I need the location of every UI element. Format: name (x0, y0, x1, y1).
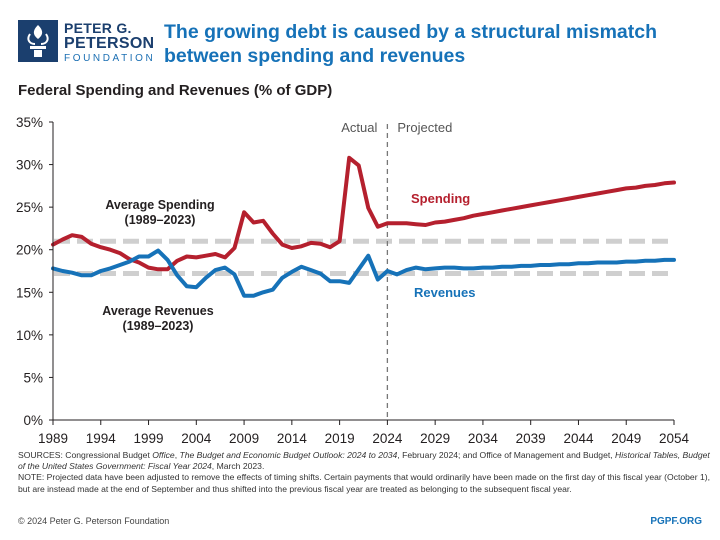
projected-label: Projected (397, 120, 452, 135)
pgpf-logo[interactable]: PETER G. PETERSON FOUNDATION (18, 18, 160, 64)
y-tick-label: 5% (23, 370, 43, 385)
y-tick-label: 0% (23, 413, 43, 428)
sources-note: SOURCES: Congressional Budget Office, Th… (18, 450, 710, 495)
sources-mid: , February 2024; and Office of Managemen… (397, 450, 616, 460)
avg-revenues-label-line1: Average Revenues (102, 304, 213, 318)
x-tick-label: 2034 (468, 431, 499, 446)
y-tick-label: 10% (16, 328, 43, 343)
page-title: The growing debt is caused by a structur… (164, 21, 658, 67)
x-tick-label: 2039 (516, 431, 546, 446)
x-tick-label: 2009 (229, 431, 259, 446)
x-tick-label: 2024 (372, 431, 403, 446)
sources-office: Office (152, 450, 175, 460)
spending-line (51, 155, 676, 272)
x-tick-label: 2049 (611, 431, 641, 446)
torch-icon (18, 20, 58, 62)
y-tick-label: 30% (16, 158, 43, 173)
logo-text-line2: PETERSON (64, 35, 155, 52)
x-tick-label: 2004 (181, 431, 212, 446)
x-tick-label: 1989 (38, 431, 68, 446)
x-tick-label: 1994 (86, 431, 117, 446)
actual-label: Actual (341, 120, 377, 135)
line-chart: Actual Projected 0% 5% 10% 15% 20% 25% 30% 35% 1… (16, 115, 690, 446)
x-tick-label: 1999 (134, 431, 164, 446)
sources-comma: , (174, 450, 180, 460)
x-tick-label: 2044 (563, 431, 594, 446)
x-tick-label: 2014 (277, 431, 308, 446)
spending-series-label: Spending (411, 191, 470, 206)
y-tick-label: 15% (16, 285, 43, 300)
axis-layer: 0% 5% 10% 15% 20% 25% 30% 35% 1989 1994 1999 2004 20… (16, 115, 690, 446)
average-lines (54, 238, 674, 277)
y-tick-label: 35% (16, 115, 43, 130)
series-layer (51, 155, 676, 298)
sources-prefix: SOURCES: Congressional Budget (18, 450, 153, 460)
copyright: © 2024 Peter G. Peterson Foundation (18, 516, 170, 526)
sources-title1: The Budget and Economic Budget Outlook: … (179, 450, 398, 460)
y-tick-label: 20% (16, 243, 43, 258)
chart-annotations: Average Spending (1989–2023) Average Rev… (102, 191, 475, 333)
avg-spending-label-line2: (1989–2023) (125, 213, 196, 227)
logo-text-line3: FOUNDATION (64, 53, 156, 64)
x-tick-label: 2029 (420, 431, 450, 446)
site-link[interactable]: PGPF.ORG (650, 516, 702, 527)
revenues-line (51, 248, 676, 298)
avg-spending-label-line1: Average Spending (105, 198, 214, 212)
sources-title2: Historical Tables, Budget of the United … (18, 450, 710, 472)
x-tick-label: 2019 (325, 431, 355, 446)
logo-text-line1: PETER G. (64, 20, 132, 36)
revenues-series-label: Revenues (414, 285, 475, 300)
sources-end: , March 2023. (211, 461, 265, 472)
chart-subtitle: Federal Spending and Revenues (% of GDP) (18, 82, 333, 99)
avg-revenues-label-line2: (1989–2023) (123, 319, 194, 333)
x-tick-label: 2054 (659, 431, 690, 446)
note-text: NOTE: Projected data have been adjusted … (18, 472, 710, 494)
y-tick-label: 25% (16, 200, 43, 215)
